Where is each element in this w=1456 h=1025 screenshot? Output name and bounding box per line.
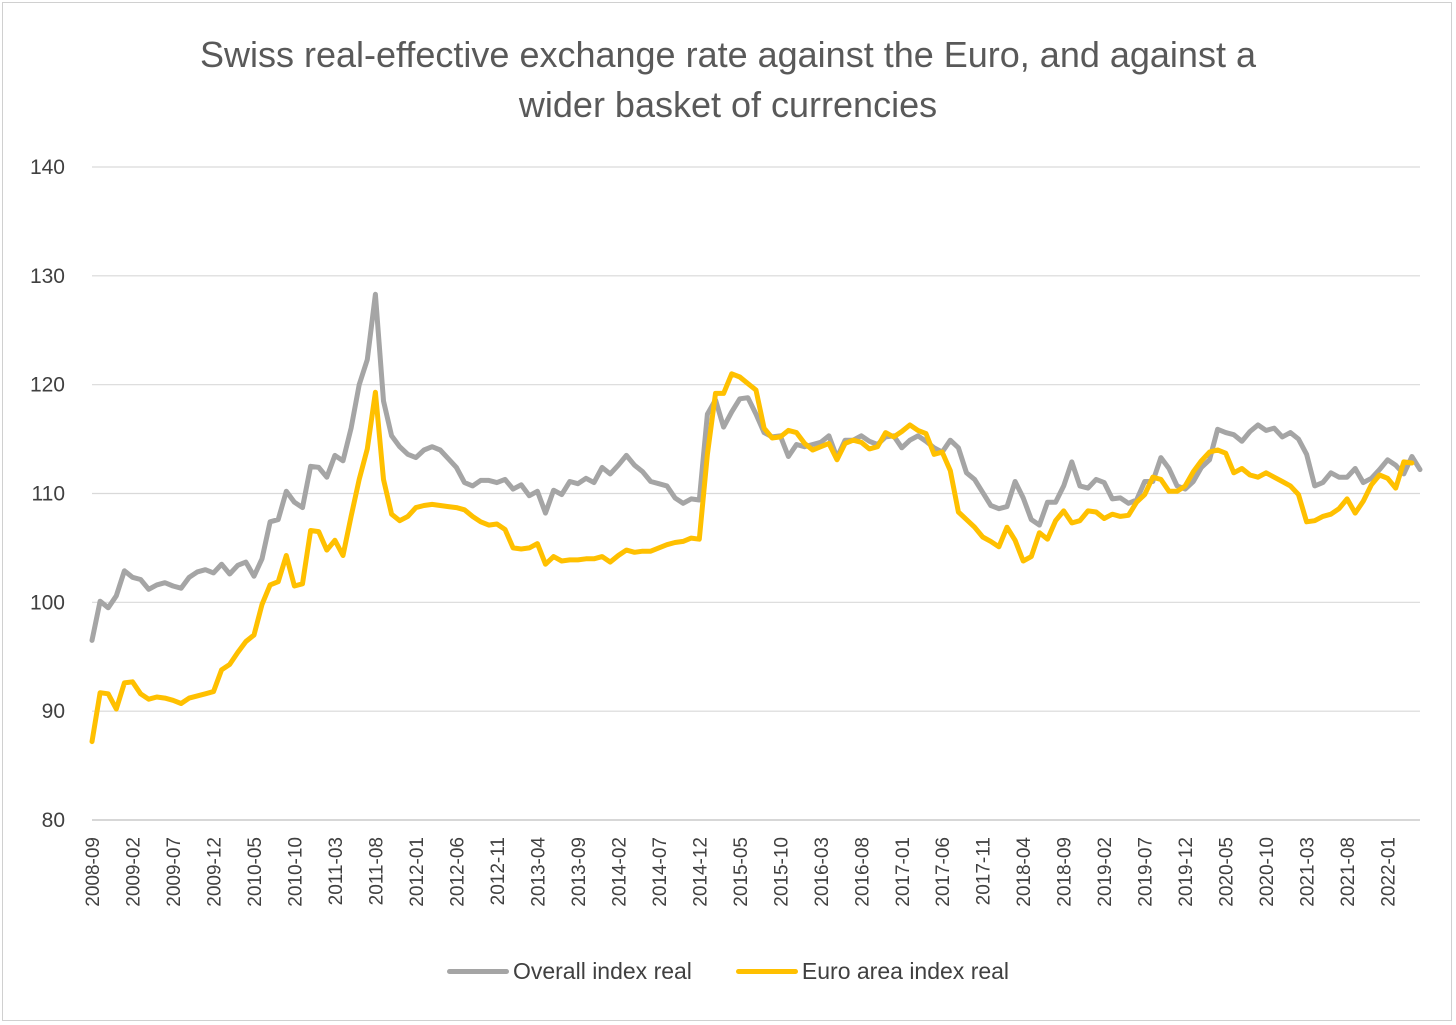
legend-item-overall: Overall index real xyxy=(446,958,692,985)
x-tick-label: 2014-12 xyxy=(690,837,711,907)
legend-swatch-euro xyxy=(735,969,798,974)
x-tick-label: 2020-05 xyxy=(1217,837,1238,907)
x-tick-label: 2011-03 xyxy=(326,837,347,905)
x-tick-label: 2017-06 xyxy=(933,837,954,907)
x-tick-label: 2013-04 xyxy=(528,837,549,907)
x-tick-label: 2015-10 xyxy=(771,837,792,907)
x-tick-label: 2016-03 xyxy=(812,837,833,907)
y-tick-label: 120 xyxy=(30,374,65,397)
x-tick-label: 2018-09 xyxy=(1055,837,1076,907)
x-tick-label: 2009-07 xyxy=(164,837,185,907)
y-tick-label: 100 xyxy=(30,591,65,614)
x-tick-label: 2012-06 xyxy=(447,837,468,907)
x-tick-label: 2009-02 xyxy=(123,837,144,907)
legend-label-overall: Overall index real xyxy=(512,958,692,984)
y-axis: 80 90 100 110 120 130 140 xyxy=(30,156,65,832)
y-tick-label: 80 xyxy=(42,809,65,832)
x-tick-label: 2014-07 xyxy=(650,837,671,907)
x-tick-label: 2015-05 xyxy=(731,837,752,907)
x-tick-label: 2010-05 xyxy=(245,837,266,907)
x-tick-label: 2021-08 xyxy=(1338,837,1359,907)
series-line-overall-index xyxy=(89,291,1423,643)
x-tick-label: 2009-12 xyxy=(204,837,225,907)
x-tick-label: 2008-09 xyxy=(83,837,104,907)
x-axis: 2008-09 2009-02 2009-07 2009-12 2010-05 2010-… xyxy=(83,837,1400,907)
legend-label-euro: Euro area index real xyxy=(801,958,1010,984)
chart-title-line-1: Swiss real-effective exchange rate again… xyxy=(200,34,1256,75)
x-tick-label: 2019-12 xyxy=(1176,837,1197,907)
legend-swatch-overall xyxy=(446,969,509,974)
legend-item-euro: Euro area index real xyxy=(735,958,1010,985)
x-tick-label: 2012-11 xyxy=(488,837,509,905)
x-tick-label: 2020-10 xyxy=(1257,837,1278,907)
y-tick-label: 90 xyxy=(42,700,65,723)
x-tick-label: 2010-10 xyxy=(285,837,306,907)
x-tick-label: 2021-03 xyxy=(1298,837,1319,907)
x-tick-label: 2019-07 xyxy=(1136,837,1157,907)
x-tick-label: 2018-04 xyxy=(1014,837,1035,907)
gridlines xyxy=(92,166,1420,821)
y-tick-label: 110 xyxy=(32,483,65,506)
x-tick-label: 2017-11 xyxy=(974,837,995,905)
x-tick-label: 2011-08 xyxy=(366,837,387,905)
series-line-euro-area-index xyxy=(89,371,1415,745)
x-tick-label: 2012-01 xyxy=(407,837,428,907)
x-tick-label: 2022-01 xyxy=(1379,837,1400,907)
x-tick-label: 2013-09 xyxy=(569,837,590,907)
x-tick-label: 2019-02 xyxy=(1095,837,1116,907)
x-tick-label: 2016-08 xyxy=(852,837,873,907)
y-tick-label: 140 xyxy=(30,156,65,179)
chart-title: Swiss real-effective exchange rate again… xyxy=(0,30,1456,130)
chart-title-line-2: wider basket of currencies xyxy=(518,84,938,125)
legend: Overall index real Euro area index real xyxy=(0,958,1456,985)
series-lines xyxy=(89,291,1423,745)
x-tick-label: 2017-01 xyxy=(893,837,914,907)
y-tick-label: 130 xyxy=(30,265,65,288)
x-tick-label: 2014-02 xyxy=(609,837,630,907)
